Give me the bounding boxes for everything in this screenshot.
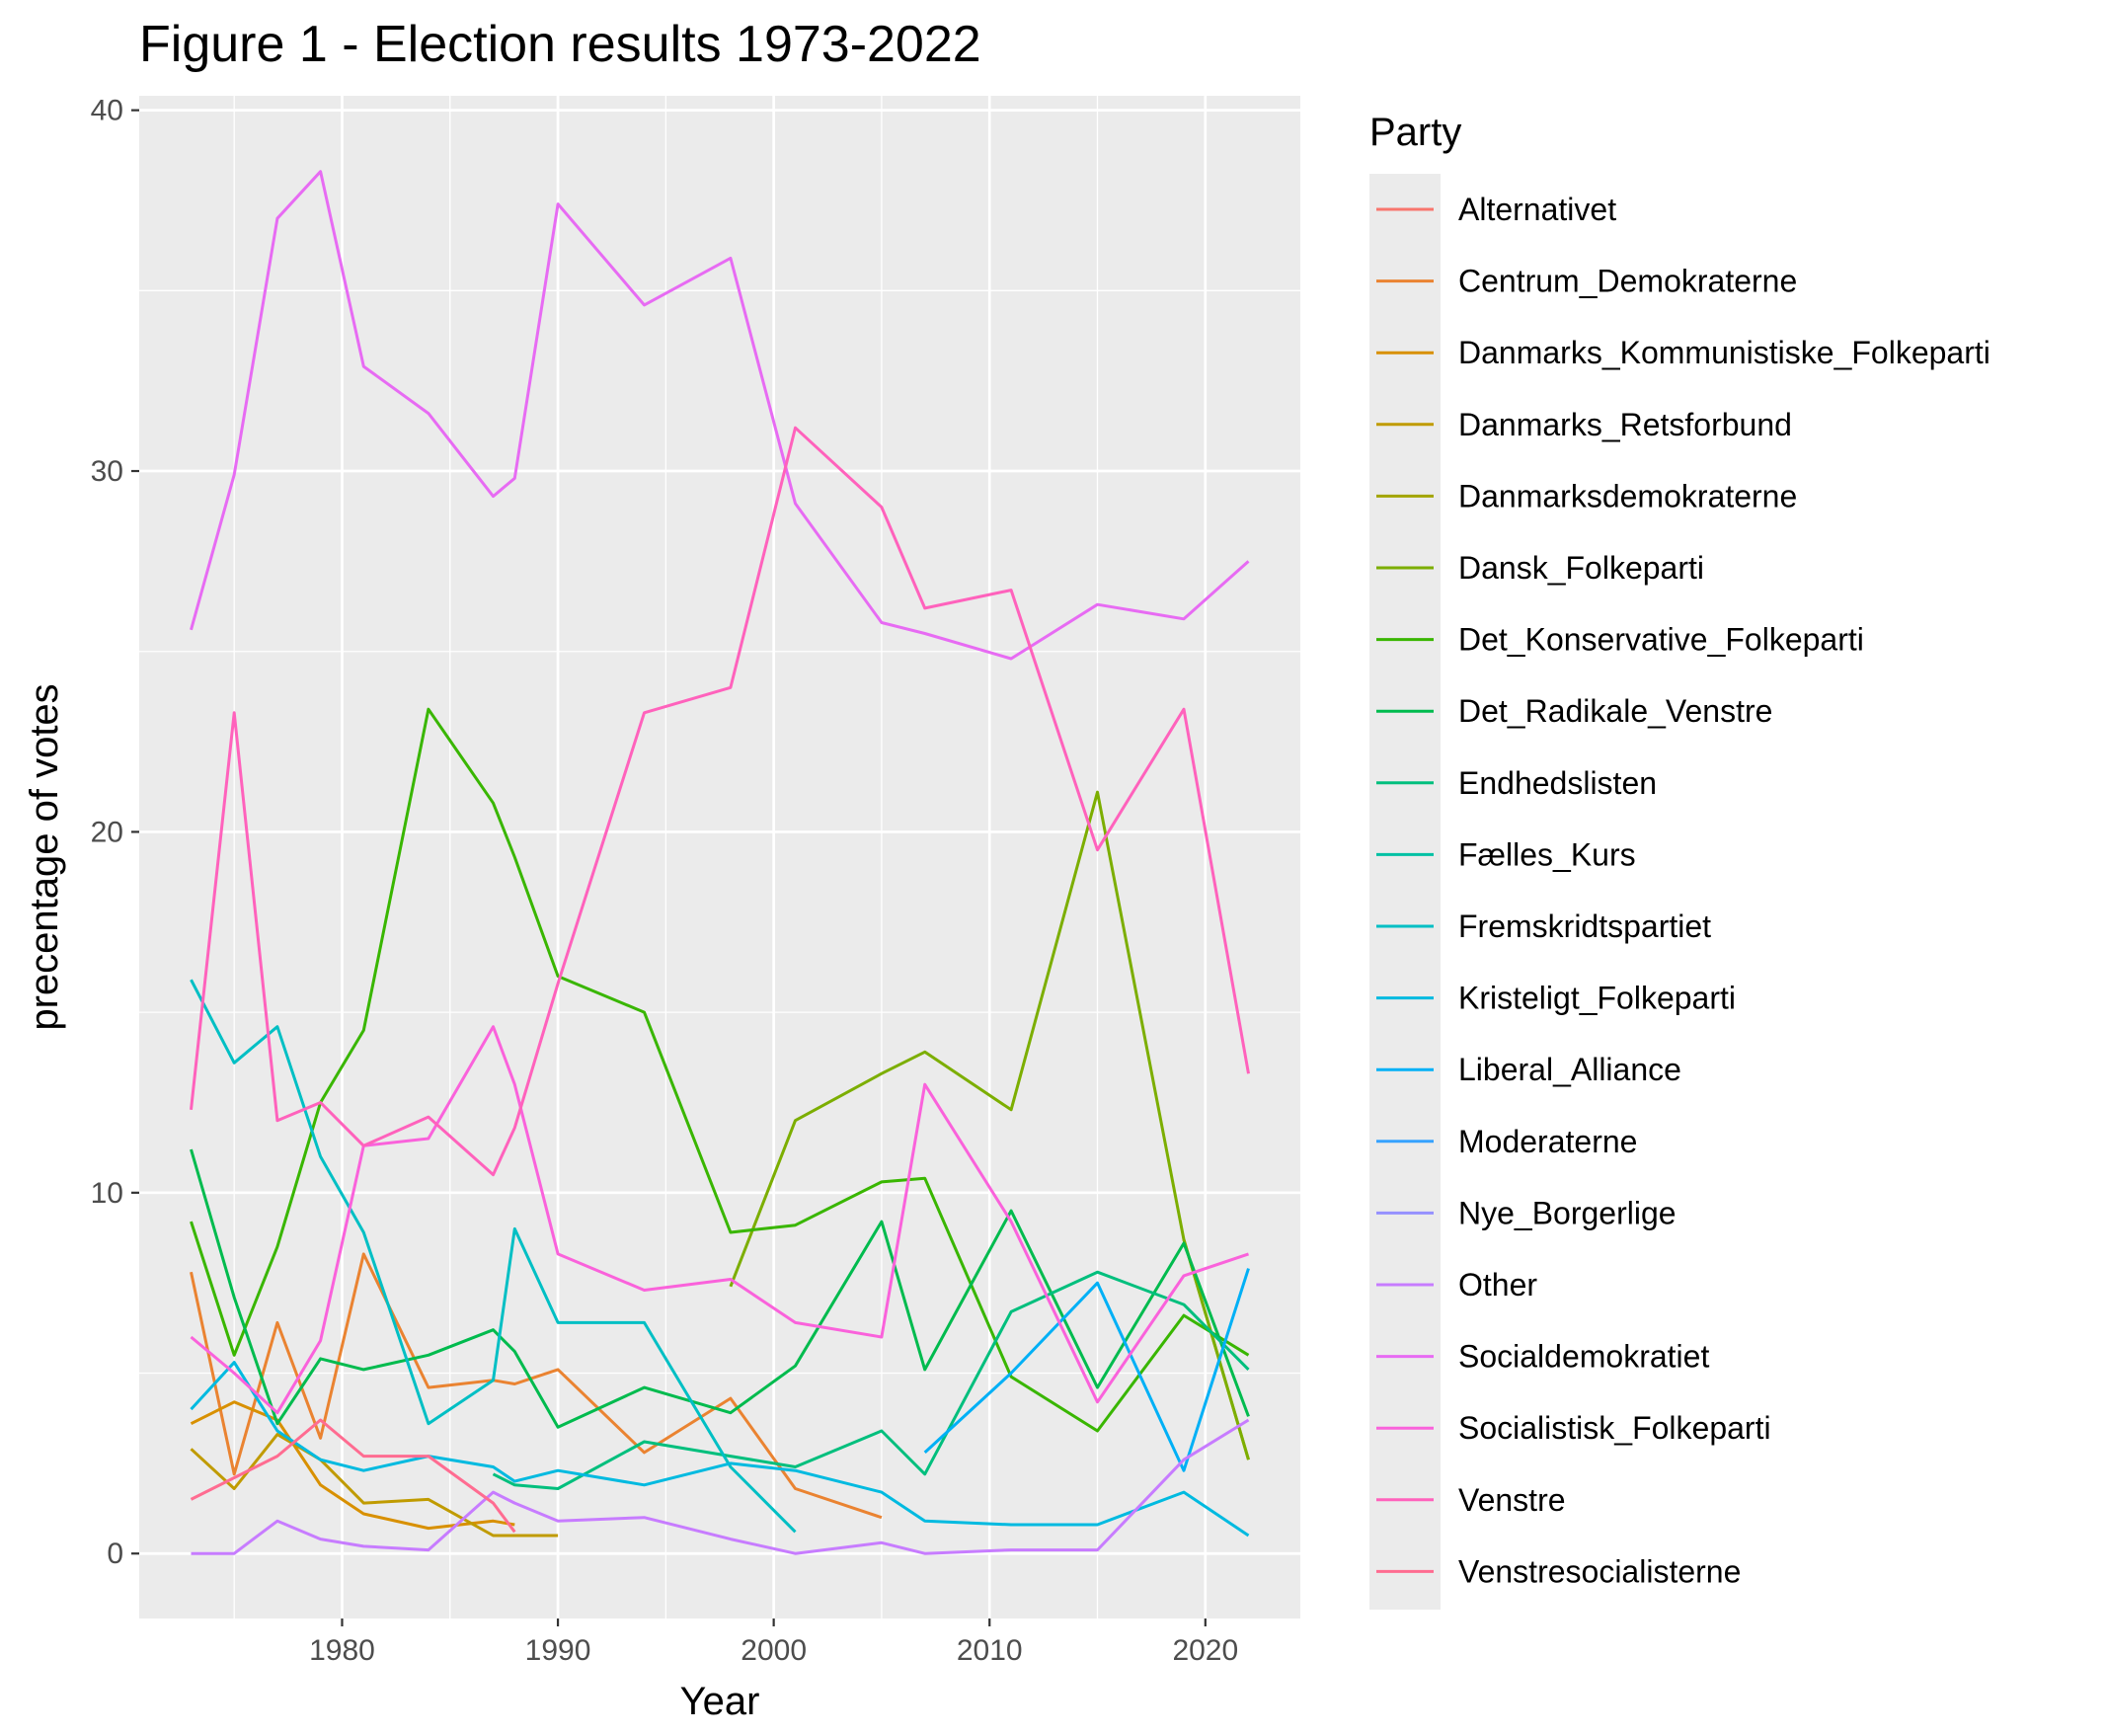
series-line-endhedslisten bbox=[492, 1270, 1250, 1490]
legend-label: Danmarks_Kommunistiske_Folkeparti bbox=[1458, 335, 1990, 370]
legend-label: Fælles_Kurs bbox=[1458, 836, 1636, 872]
legend-label: Liberal_Alliance bbox=[1458, 1052, 1681, 1087]
x-tick-label: 2000 bbox=[741, 1634, 807, 1667]
y-tick-label: 30 bbox=[91, 455, 123, 488]
chart-title: Figure 1 - Election results 1973-2022 bbox=[139, 16, 981, 73]
legend-label: Det_Konservative_Folkeparti bbox=[1458, 622, 1864, 658]
series-lines bbox=[190, 170, 1250, 1555]
y-tick-label: 40 bbox=[91, 95, 123, 127]
series-line-liberal-alliance bbox=[923, 1268, 1250, 1472]
legend-label: Venstre bbox=[1458, 1482, 1566, 1518]
legend-label: Alternativet bbox=[1458, 192, 1616, 227]
legend-key-background bbox=[1369, 174, 1441, 1610]
x-tick-label: 1980 bbox=[309, 1634, 375, 1667]
series-line-danmarks-kommunistiske-folkeparti bbox=[190, 1400, 515, 1531]
series-line-venstresocialisterne bbox=[190, 1418, 516, 1534]
legend-label: Other bbox=[1458, 1267, 1537, 1302]
legend: Party Alternativet Centrum_Demokraterne Da… bbox=[1369, 111, 1990, 1610]
legend-label: Venstresocialisterne bbox=[1458, 1553, 1741, 1589]
series-line-socialdemokratiet bbox=[190, 170, 1250, 661]
legend-title: Party bbox=[1369, 111, 1461, 154]
x-axis-title: Year bbox=[680, 1680, 760, 1723]
legend-label: Det_Radikale_Venstre bbox=[1458, 693, 1772, 729]
legend-label: Fremskridtspartiet bbox=[1458, 908, 1711, 944]
series-line-socialistisk-folkeparti bbox=[190, 1025, 1249, 1415]
y-axis-title: precentage of votes bbox=[23, 683, 66, 1030]
series-line-other bbox=[191, 1418, 1250, 1555]
series-line-fremskridtspartiet bbox=[190, 979, 797, 1534]
legend-label: Socialdemokratiet bbox=[1458, 1339, 1709, 1375]
series-line-det-konservative-folkeparti bbox=[190, 707, 1250, 1433]
legend-label: Centrum_Demokraterne bbox=[1458, 264, 1797, 299]
legend-items: Alternativet Centrum_Demokraterne Danmarks… bbox=[1376, 192, 1990, 1589]
legend-label: Socialistisk_Folkeparti bbox=[1458, 1410, 1771, 1446]
plot-panel bbox=[139, 96, 1300, 1618]
y-tick-label: 20 bbox=[91, 816, 123, 848]
legend-label: Danmarksdemokraterne bbox=[1458, 478, 1797, 513]
legend-label: Moderaterne bbox=[1458, 1124, 1637, 1159]
series-line-dansk-folkeparti bbox=[729, 790, 1250, 1460]
series-line-venstre bbox=[190, 426, 1250, 1177]
x-tick-label: 2020 bbox=[1172, 1634, 1238, 1667]
legend-label: Dansk_Folkeparti bbox=[1458, 550, 1704, 586]
axes: 1980 1990 2000 2010 2020 0 10 20 30 40 bbox=[91, 95, 1239, 1667]
y-tick-label: 10 bbox=[91, 1177, 123, 1210]
x-tick-label: 1990 bbox=[525, 1634, 591, 1667]
legend-label: Kristeligt_Folkeparti bbox=[1458, 981, 1736, 1016]
y-tick-label: 0 bbox=[107, 1538, 123, 1570]
legend-label: Danmarks_Retsforbund bbox=[1458, 407, 1792, 442]
legend-label: Endhedslisten bbox=[1458, 765, 1657, 801]
legend-label: Nye_Borgerlige bbox=[1458, 1195, 1677, 1230]
series-line-kristeligt-folkeparti bbox=[190, 1361, 1250, 1538]
x-tick-label: 2010 bbox=[957, 1634, 1023, 1667]
series-line-det-radikale-venstre bbox=[190, 1148, 1250, 1429]
